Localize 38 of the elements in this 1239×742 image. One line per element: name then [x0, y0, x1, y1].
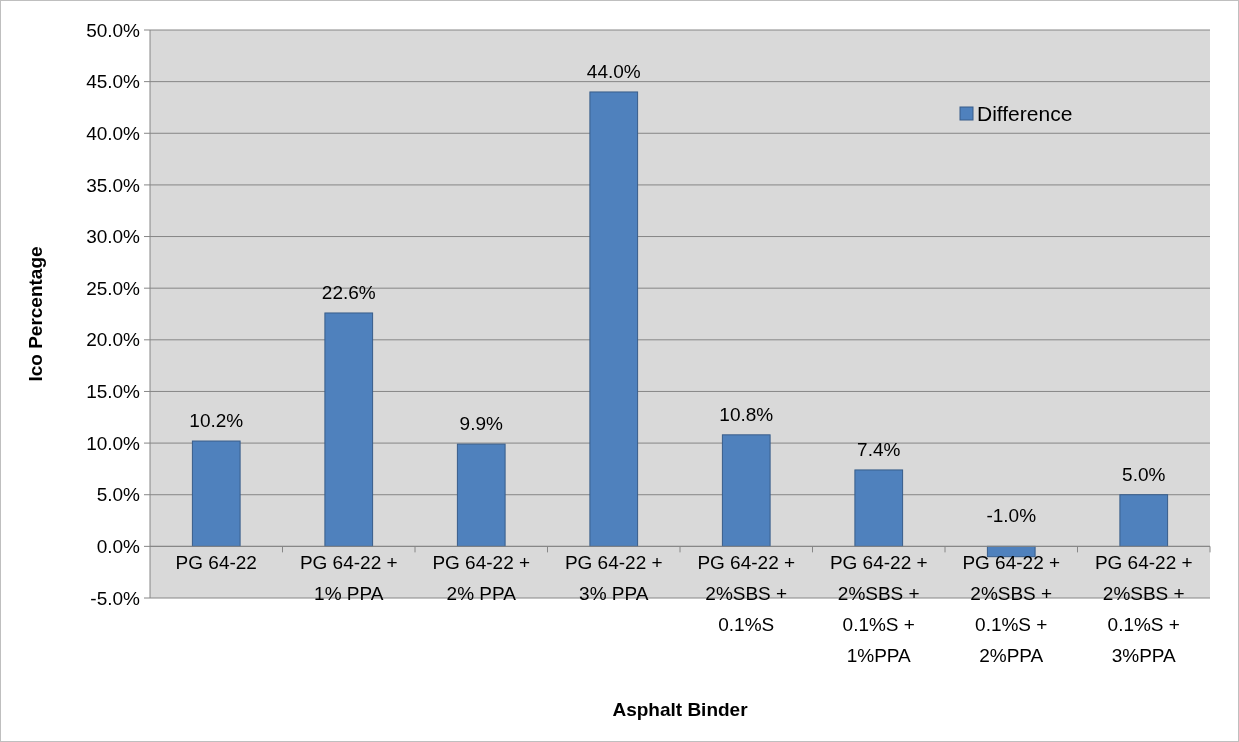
x-tick-label: PG 64-22 + 2%SBS + 0.1%S + 3%PPA — [1094, 552, 1193, 667]
data-label: 44.0% — [586, 60, 641, 82]
y-tick-label: 5.0% — [96, 484, 141, 506]
legend-label: Difference — [977, 102, 1073, 126]
y-tick-label: 20.0% — [86, 329, 141, 351]
bar — [854, 469, 904, 547]
y-tick-label: 40.0% — [86, 122, 141, 144]
bar — [191, 440, 241, 547]
bar — [456, 443, 506, 547]
y-tick-label: 10.0% — [86, 432, 141, 454]
bar — [589, 91, 639, 547]
x-tick-label: PG 64-22 + 3% PPA — [564, 552, 663, 605]
bar — [324, 312, 374, 547]
y-tick-label: 15.0% — [86, 381, 141, 403]
data-label: 9.9% — [459, 413, 504, 435]
x-tick-label: PG 64-22 + 1% PPA — [299, 552, 398, 605]
bar — [721, 434, 771, 547]
y-tick-label: 30.0% — [86, 226, 141, 248]
x-axis-title: Asphalt Binder — [612, 699, 749, 720]
x-tick-label: PG 64-22 — [175, 552, 257, 574]
y-tick-label: 25.0% — [86, 277, 141, 299]
data-label: 5.0% — [1122, 463, 1166, 485]
y-tick-label: 0.0% — [96, 536, 141, 558]
data-label: 7.4% — [857, 438, 901, 460]
y-tick-label: 35.0% — [86, 174, 141, 196]
y-tick-label: 50.0% — [86, 19, 141, 41]
x-tick-label: PG 64-22 + 2%SBS + 0.1%S + 1%PPA — [829, 552, 928, 667]
x-tick-label: PG 64-22 + 2% PPA — [432, 552, 531, 605]
data-label: 10.2% — [189, 410, 244, 432]
data-label: 10.8% — [719, 403, 774, 425]
data-label: -1.0% — [986, 505, 1037, 527]
y-tick-label: -5.0% — [90, 587, 141, 609]
data-label: 22.6% — [321, 281, 376, 303]
y-tick-label: 45.0% — [86, 71, 141, 93]
bar — [1119, 494, 1169, 547]
y-axis-title: Ico Percentage — [25, 246, 46, 382]
x-tick-label: PG 64-22 + 2%SBS + 0.1%S — [697, 552, 796, 636]
x-tick-label: PG 64-22 + 2%SBS + 0.1%S + 2%PPA — [962, 552, 1061, 667]
